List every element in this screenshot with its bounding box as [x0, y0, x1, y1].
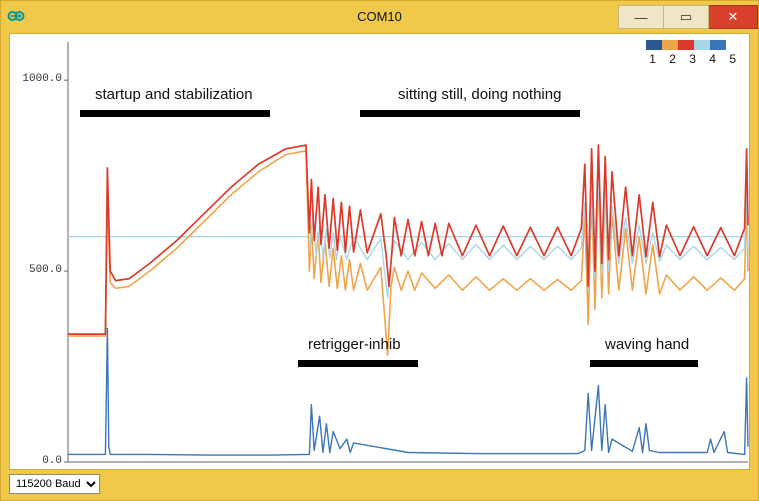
y-axis-tick-label: 500.0: [29, 264, 62, 276]
legend-swatch: [646, 40, 662, 50]
baud-select[interactable]: 115200 Baud: [9, 474, 100, 494]
plot-client-area: 1 2 3 4 5 0.0 500.0 1000.0 startup and stab…: [9, 33, 750, 470]
annotation-bar: [298, 360, 418, 367]
legend-swatch: [678, 40, 694, 50]
legend-swatches: [646, 40, 741, 50]
annotation: waving hand: [605, 336, 689, 353]
legend: 1 2 3 4 5: [646, 40, 741, 66]
titlebar: COM10 — ▭ ✕: [1, 1, 758, 31]
annotation: startup and stabilization: [95, 86, 253, 103]
window-buttons: — ▭ ✕: [618, 5, 758, 27]
legend-swatch: [710, 40, 726, 50]
y-axis-tick-label: 0.0: [42, 455, 62, 467]
arduino-icon: [7, 7, 25, 25]
series-s5_red: [68, 145, 748, 334]
annotation: retrigger-inhib: [308, 336, 401, 353]
legend-swatch: [694, 40, 710, 50]
minimize-button[interactable]: —: [618, 5, 664, 29]
y-axis-tick-label: 1000.0: [22, 73, 62, 85]
annotation-bar: [590, 360, 698, 367]
serial-plotter-window: COM10 — ▭ ✕ 1 2 3 4 5 0.0 500.0 1000.0 star…: [0, 0, 759, 501]
statusbar: 115200 Baud: [9, 472, 750, 496]
legend-swatch: [662, 40, 678, 50]
legend-labels: 1 2 3 4 5: [646, 52, 741, 66]
close-button[interactable]: ✕: [709, 5, 758, 29]
annotation: sitting still, doing nothing: [398, 86, 561, 103]
maximize-button[interactable]: ▭: [664, 5, 709, 29]
plot: 1 2 3 4 5 0.0 500.0 1000.0 startup and stab…: [10, 34, 749, 469]
annotation-bar: [360, 110, 580, 117]
annotation-bar: [80, 110, 270, 117]
